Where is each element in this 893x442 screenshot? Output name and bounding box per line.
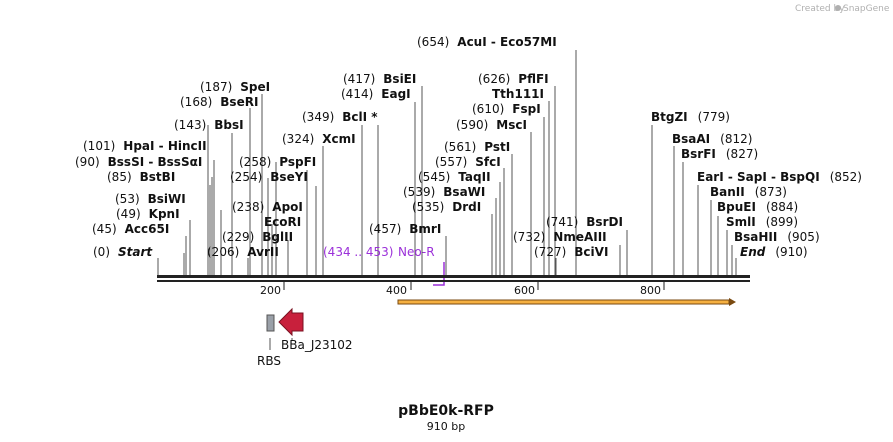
primer-name: Neo-R <box>398 245 435 259</box>
site-label: SmlI (899) <box>726 215 798 229</box>
tick-label: 200 <box>260 284 281 297</box>
site-label: (417) BsiEI <box>343 72 416 86</box>
site-label: (45) Acc65I <box>92 222 169 236</box>
promoter-label: BBa_J23102 <box>281 338 353 352</box>
orf-arrow <box>397 298 736 306</box>
site-label: (727) BciVI <box>534 245 608 259</box>
site-label: (349) BclI * <box>302 110 378 124</box>
site-label: BtgZI (779) <box>651 110 730 124</box>
site-label: BanII (873) <box>710 185 787 199</box>
site-label: (53) BsiWI <box>115 192 186 206</box>
rbs-label: RBS <box>257 354 281 368</box>
tick-label: 600 <box>514 284 535 297</box>
enzyme-labels: (654) AcuI - Eco57MI (626) PflFI Tth111I (… <box>75 35 862 259</box>
axis-ticks: 200 400 600 800 <box>260 282 665 297</box>
tick-label: 400 <box>386 284 407 297</box>
site-label: (168) BseRI <box>180 95 258 109</box>
site-label: EarI - SapI - BspQI (852) <box>697 170 862 184</box>
plasmid-title: pBbE0k-RFP <box>398 403 494 419</box>
site-label: End (910) <box>740 245 808 259</box>
site-label: (187) SpeI <box>200 80 270 94</box>
site-label: (561) PstI <box>444 140 510 154</box>
leader-lines <box>157 50 737 275</box>
site-label: (85) BstBI <box>107 170 175 184</box>
site-label: (101) HpaI - HincII <box>83 139 207 153</box>
site-label: (90) BssSI - BssSαI <box>75 155 202 169</box>
primer-marker <box>433 262 445 286</box>
site-label: (229) BglII <box>222 230 293 244</box>
site-label: (0) Start <box>93 245 153 259</box>
promoter-feature <box>278 307 304 337</box>
site-label: (539) BsaWI <box>403 185 485 199</box>
site-label: (545) TaqII <box>418 170 491 184</box>
site-label: (626) PflFI <box>478 72 549 86</box>
site-label: (732) NmeAIII <box>513 230 607 244</box>
site-label: BsaAI (812) <box>672 132 752 146</box>
site-label: (741) BsrDI <box>546 215 623 229</box>
site-label: (254) BseYI <box>230 170 308 184</box>
backbone <box>157 275 750 282</box>
site-label: (457) BmrI <box>369 222 441 236</box>
site-label: (206) AvrII <box>207 245 279 259</box>
plasmid-length: 910 bp <box>427 420 465 433</box>
rbs-feature <box>266 314 275 332</box>
site-label: Tth111I <box>492 87 544 101</box>
snapgene-logo-icon <box>835 5 841 11</box>
site-label: (49) KpnI <box>116 207 180 221</box>
site-label: BsaHII (905) <box>734 230 820 244</box>
site-label: (654) AcuI - Eco57MI <box>417 35 557 49</box>
site-label: (258) PspFI <box>239 155 316 169</box>
site-label: (238) ApoI <box>232 200 303 214</box>
site-label: (535) DrdI <box>412 200 481 214</box>
site-label: BsrFI (827) <box>681 147 758 161</box>
site-label: (590) MscI <box>456 118 527 132</box>
site-label: (414) EagI <box>341 87 411 101</box>
site-label: (610) FspI <box>472 102 541 116</box>
site-label: EcoRI <box>264 215 301 229</box>
site-label: (557) SfcI <box>435 155 501 169</box>
site-label: BpuEI (884) <box>717 200 798 214</box>
primer-range: (434 .. 453) <box>323 245 393 259</box>
credit-brand: SnapGene <box>843 4 890 14</box>
credit-text: Created by <box>795 4 845 14</box>
tick-label: 800 <box>640 284 661 297</box>
site-label: (324) XcmI <box>282 132 356 146</box>
site-label: (143) BbsI <box>174 118 244 132</box>
